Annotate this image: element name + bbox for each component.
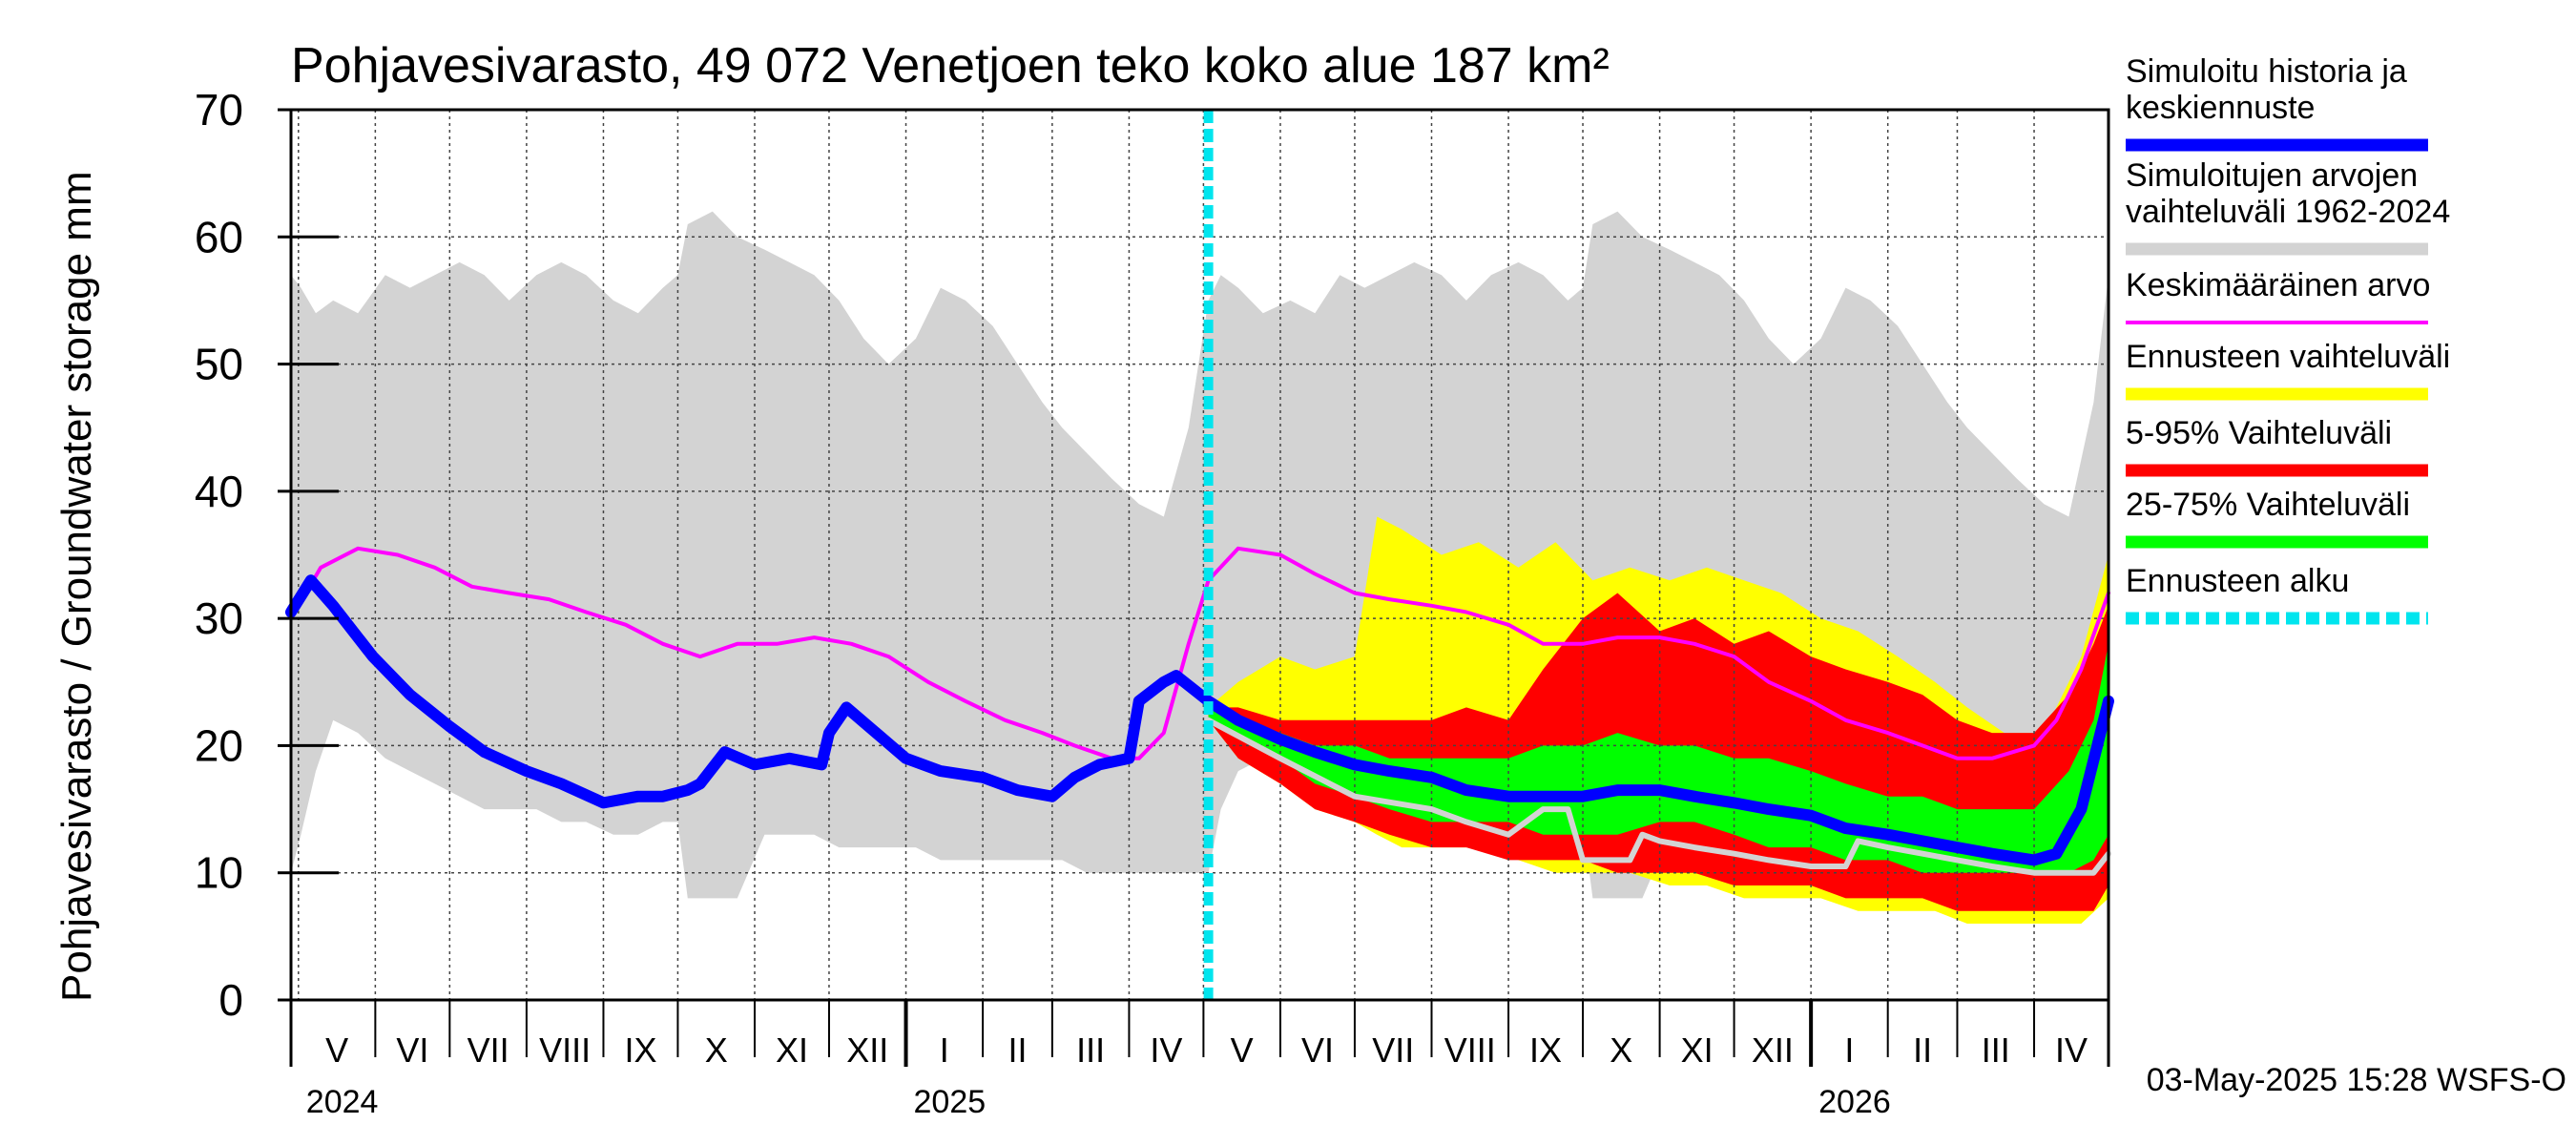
year-label: 2024 bbox=[306, 1084, 379, 1120]
month-label: V bbox=[325, 1030, 348, 1070]
y-tick-label: 70 bbox=[195, 85, 243, 135]
month-label: IV bbox=[1150, 1030, 1182, 1070]
month-label: II bbox=[1913, 1030, 1932, 1070]
legend-label: Ennusteen vaihteluväli bbox=[2126, 339, 2450, 375]
month-label: VI bbox=[396, 1030, 428, 1070]
month-label: III bbox=[1076, 1030, 1105, 1070]
month-label: XII bbox=[846, 1030, 888, 1070]
month-label: I bbox=[1844, 1030, 1854, 1070]
legend-label: Keskimääräinen arvo bbox=[2126, 267, 2430, 303]
legend-label: vaihteluväli 1962-2024 bbox=[2126, 194, 2450, 230]
series-line-4 bbox=[289, 546, 2110, 760]
month-label: VII bbox=[467, 1030, 509, 1070]
month-label: VI bbox=[1301, 1030, 1334, 1070]
series-line-6 bbox=[1205, 717, 2111, 876]
legend-label: 5-95% Vaihteluväli bbox=[2126, 415, 2392, 451]
month-label: V bbox=[1231, 1030, 1254, 1070]
month-label: XI bbox=[1681, 1030, 1714, 1070]
y-tick-label: 10 bbox=[195, 848, 243, 898]
series-line-5 bbox=[285, 574, 2114, 866]
month-label: XI bbox=[776, 1030, 808, 1070]
month-label: IX bbox=[1529, 1030, 1562, 1070]
month-label: VIII bbox=[539, 1030, 591, 1070]
y-tick-label: 30 bbox=[195, 593, 243, 643]
month-label: XII bbox=[1752, 1030, 1794, 1070]
band-area-3 bbox=[1208, 643, 2109, 873]
y-axis-label: Pohjavesivarasto / Groundwater storage m… bbox=[53, 171, 100, 1002]
month-label: IV bbox=[2055, 1030, 2088, 1070]
gridlines bbox=[291, 110, 2109, 1000]
month-label: VIII bbox=[1444, 1030, 1496, 1070]
y-tick-label: 40 bbox=[195, 467, 243, 516]
plot-frame bbox=[289, 108, 2110, 1002]
year-label: 2025 bbox=[914, 1084, 987, 1120]
legend-label: 25-75% Vaihteluväli bbox=[2126, 487, 2410, 523]
month-label: III bbox=[1982, 1030, 2010, 1070]
y-tick-label: 50 bbox=[195, 340, 243, 389]
chart-title: Pohjavesivarasto, 49 072 Venetjoen teko … bbox=[291, 38, 1610, 94]
month-label: VII bbox=[1372, 1030, 1414, 1070]
series-lines bbox=[285, 110, 2114, 1000]
y-tick-label: 0 bbox=[218, 975, 243, 1025]
legend-label: keskiennuste bbox=[2126, 90, 2315, 126]
y-tick-label: 20 bbox=[195, 720, 243, 770]
month-label: X bbox=[705, 1030, 728, 1070]
timestamp-footer: 03-May-2025 15:28 WSFS-O bbox=[2147, 1062, 2566, 1098]
month-label: II bbox=[1008, 1030, 1027, 1070]
month-label: I bbox=[940, 1030, 949, 1070]
legend-label: Ennusteen alku bbox=[2126, 563, 2349, 599]
year-label: 2026 bbox=[1818, 1084, 1891, 1120]
legend-label: Simuloitujen arvojen bbox=[2126, 157, 2418, 194]
month-label: X bbox=[1610, 1030, 1632, 1070]
legend-label: Simuloitu historia ja bbox=[2126, 53, 2407, 90]
month-label: IX bbox=[624, 1030, 656, 1070]
y-tick-label: 60 bbox=[195, 212, 243, 261]
